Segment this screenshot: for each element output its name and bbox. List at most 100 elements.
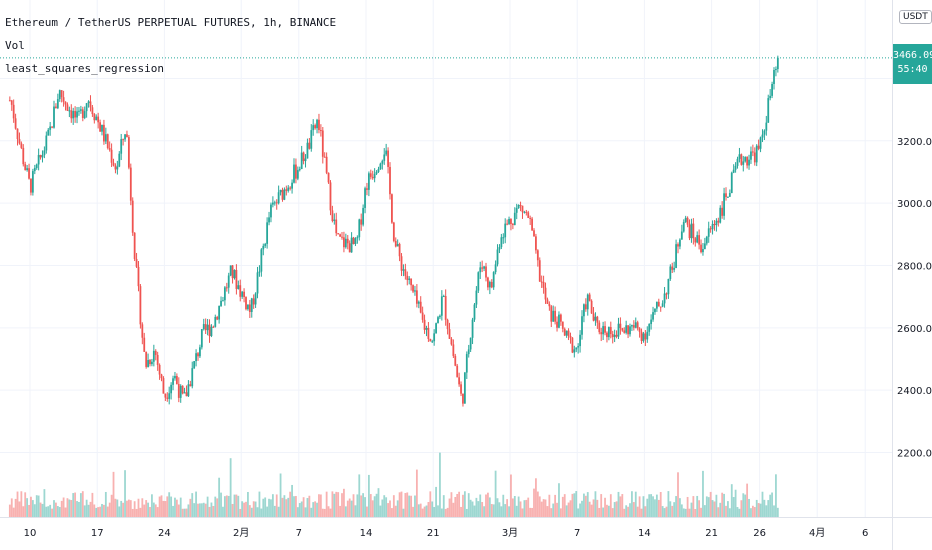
volume-bar bbox=[425, 505, 428, 517]
volume-bar bbox=[333, 493, 336, 517]
candle-body bbox=[611, 333, 614, 338]
volume-bar bbox=[329, 508, 332, 517]
volume-bar bbox=[728, 508, 731, 517]
x-tick-label: 6 bbox=[862, 528, 868, 539]
volume-bar bbox=[454, 496, 457, 517]
candle-body bbox=[510, 218, 512, 224]
candle-body bbox=[659, 306, 662, 308]
candle-body bbox=[12, 104, 15, 119]
candle-body bbox=[154, 350, 157, 355]
volume-bar bbox=[175, 499, 178, 517]
currency-button[interactable]: USDT bbox=[899, 10, 932, 24]
candle-body bbox=[214, 316, 217, 327]
candle-body bbox=[74, 110, 77, 118]
volume-bar bbox=[339, 505, 341, 517]
volume-bar bbox=[273, 505, 276, 517]
volume-bar bbox=[567, 502, 570, 517]
candle-body bbox=[559, 314, 562, 322]
candle-body bbox=[81, 109, 84, 119]
candle-body bbox=[358, 219, 361, 238]
x-tick-label: 21 bbox=[705, 528, 718, 539]
candle-body bbox=[544, 287, 547, 300]
volume-bar bbox=[588, 501, 591, 517]
volume-bar bbox=[106, 506, 109, 517]
volume-bar bbox=[598, 507, 601, 517]
volume-bar bbox=[698, 500, 701, 517]
candle-body bbox=[37, 154, 40, 165]
volume-bar bbox=[642, 496, 645, 517]
regression-indicator-label[interactable]: least_squares_regression bbox=[5, 62, 164, 75]
candle-body bbox=[535, 236, 537, 251]
candle-body bbox=[525, 211, 528, 213]
candle-body bbox=[634, 322, 637, 328]
candle-body bbox=[761, 134, 764, 138]
volume-bar bbox=[268, 498, 270, 517]
volume-bar bbox=[79, 493, 82, 517]
volume-bar bbox=[506, 499, 509, 517]
volume-bar bbox=[170, 496, 173, 517]
volume-bar bbox=[206, 496, 209, 517]
volume-bar bbox=[694, 508, 697, 517]
volume-bar bbox=[147, 502, 149, 517]
candle-body bbox=[396, 243, 399, 247]
volume-bar bbox=[314, 501, 317, 517]
candle-body bbox=[179, 385, 182, 398]
candle-body bbox=[425, 327, 428, 330]
x-tick-label: 7 bbox=[296, 528, 302, 539]
volume-bar bbox=[49, 504, 52, 517]
candle-body bbox=[502, 237, 505, 239]
volume-bar bbox=[318, 494, 320, 517]
candle-body bbox=[87, 101, 90, 104]
candle-body bbox=[657, 301, 660, 307]
candle-body bbox=[415, 290, 418, 304]
candle-body bbox=[671, 266, 674, 270]
volume-bar bbox=[744, 494, 747, 517]
volume-bar bbox=[757, 503, 760, 517]
y-tick-label: 2400.00 bbox=[897, 386, 932, 397]
candle-body bbox=[264, 243, 267, 246]
volume-indicator-label[interactable]: Vol bbox=[5, 39, 25, 52]
volume-bar bbox=[412, 506, 414, 517]
candle-body bbox=[667, 278, 670, 295]
symbol-title[interactable]: Ethereum / TetherUS PERPETUAL FUTURES, 1… bbox=[5, 16, 337, 29]
candle-body bbox=[108, 148, 111, 150]
bar-countdown: 55:40 bbox=[897, 64, 928, 75]
candle-body bbox=[490, 282, 493, 288]
candle-body bbox=[636, 322, 639, 329]
candle-body bbox=[632, 325, 635, 328]
volume-bar bbox=[60, 500, 63, 517]
volume-bar bbox=[260, 508, 263, 517]
volume-bar bbox=[702, 470, 704, 517]
volume-bar bbox=[266, 506, 269, 517]
candle-body bbox=[581, 316, 583, 335]
volume-bar bbox=[661, 506, 664, 517]
volume-bar bbox=[293, 496, 295, 517]
candle-body bbox=[654, 308, 656, 313]
volume-bar bbox=[43, 489, 46, 517]
candle-body bbox=[366, 188, 368, 190]
volume-bar bbox=[137, 498, 140, 517]
volume-bar bbox=[665, 506, 668, 517]
candle-body bbox=[556, 321, 558, 328]
volume-bar bbox=[437, 505, 439, 517]
candle-body bbox=[473, 304, 476, 320]
candle-body bbox=[295, 164, 297, 179]
volume-bar bbox=[70, 500, 73, 517]
volume-bar bbox=[179, 497, 182, 517]
candle-body bbox=[24, 164, 27, 171]
volume-bar bbox=[116, 499, 119, 517]
candle-body bbox=[773, 69, 775, 84]
volume-bar bbox=[680, 504, 683, 517]
candle-body bbox=[538, 260, 541, 282]
volume-bar bbox=[389, 500, 391, 517]
volume-bar bbox=[673, 502, 676, 517]
volume-bar bbox=[302, 497, 305, 517]
volume-bar bbox=[602, 507, 605, 517]
volume-bar bbox=[10, 498, 13, 517]
volume-bar bbox=[298, 503, 301, 517]
candle-body bbox=[531, 218, 533, 231]
volume-bar bbox=[212, 505, 215, 517]
